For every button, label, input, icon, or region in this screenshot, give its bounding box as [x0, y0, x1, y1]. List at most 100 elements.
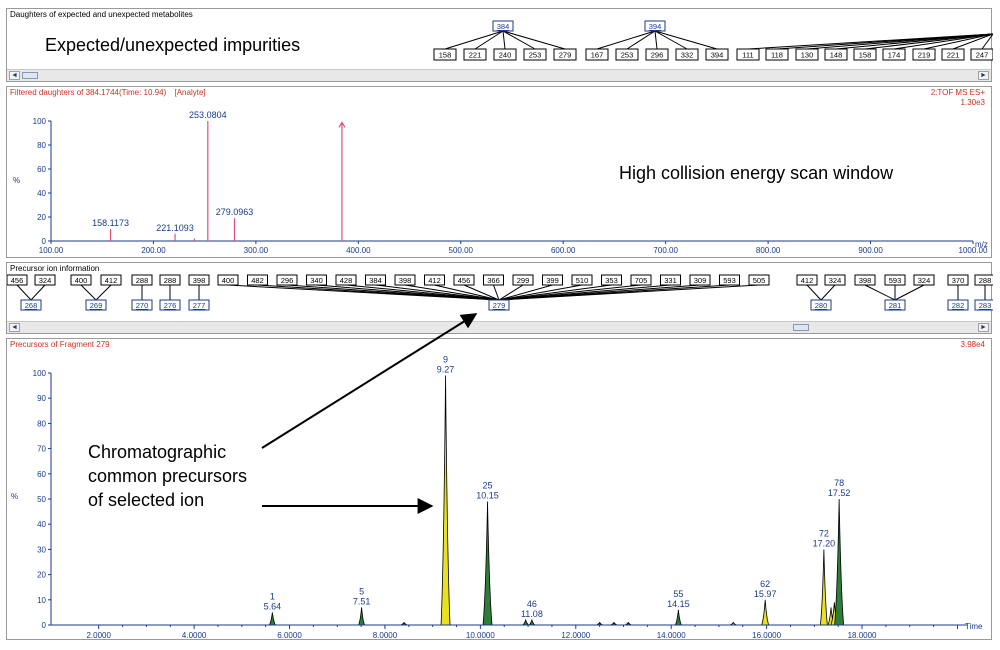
- precursor-ion[interactable]: 340: [310, 276, 323, 285]
- peak-time-label: 5.64: [264, 601, 282, 611]
- peak-time-label: 9.27: [437, 365, 455, 375]
- spectrum-intensity: 1.30e3: [960, 98, 985, 107]
- tree-link: [654, 30, 718, 50]
- precursor-ion[interactable]: 705: [635, 276, 648, 285]
- parent-ion-link[interactable]: 394: [649, 22, 662, 31]
- daughter-ion[interactable]: 118: [771, 51, 783, 60]
- precursor-ion[interactable]: 398: [859, 276, 872, 285]
- precursor-box: [7, 274, 28, 286]
- horizontal-scrollbar[interactable]: ◄ ►: [7, 69, 991, 81]
- precursor-ion[interactable]: 384: [369, 276, 382, 285]
- precursor-ion[interactable]: 456: [458, 276, 471, 285]
- fragment-link[interactable]: 283: [979, 301, 992, 310]
- precursor-ion[interactable]: 400: [75, 276, 88, 285]
- precursor-ion[interactable]: 456: [11, 276, 24, 285]
- precursor-ion[interactable]: 324: [39, 276, 52, 285]
- tree-link: [596, 30, 656, 50]
- daughter-ion[interactable]: 240: [499, 51, 512, 60]
- precursor-ion[interactable]: 510: [576, 276, 589, 285]
- precursor-box: [159, 274, 181, 286]
- fragment-link[interactable]: 279: [493, 301, 506, 310]
- daughter-box: [705, 48, 729, 61]
- precursor-ion[interactable]: 288: [164, 276, 177, 285]
- precursor-ion[interactable]: 505: [753, 276, 766, 285]
- fragment-link[interactable]: 281: [889, 301, 902, 310]
- precursor-ion[interactable]: 398: [193, 276, 206, 285]
- precursor-ion[interactable]: 412: [105, 276, 118, 285]
- daughter-box: [523, 48, 547, 61]
- precursor-ion[interactable]: 412: [428, 276, 441, 285]
- daughter-ion[interactable]: 394: [711, 51, 724, 60]
- precursor-ion[interactable]: 299: [517, 276, 530, 285]
- daughter-ion[interactable]: 167: [591, 51, 604, 60]
- daughter-ion[interactable]: 130: [801, 51, 814, 60]
- precursor-box: [335, 274, 357, 286]
- daughter-ion[interactable]: 174: [888, 51, 901, 60]
- precursor-ion[interactable]: 288: [136, 276, 149, 285]
- parent-marker-icon: [338, 121, 346, 128]
- chromatogram-peak: [521, 618, 530, 626]
- daughter-ion[interactable]: 247: [976, 51, 989, 60]
- daughter-ion[interactable]: 253: [621, 51, 634, 60]
- precursor-ion[interactable]: 370: [952, 276, 965, 285]
- precursor-box: [276, 274, 298, 286]
- precursor-scrollbar[interactable]: ◄ ►: [7, 321, 991, 333]
- daughter-ion[interactable]: 158: [439, 51, 452, 60]
- daughter-ion[interactable]: 279: [559, 51, 572, 60]
- daughter-ion[interactable]: 221: [469, 51, 482, 60]
- fragment-box: [159, 299, 181, 311]
- fragment-link[interactable]: 268: [25, 301, 38, 310]
- precursor-ion[interactable]: 398: [399, 276, 412, 285]
- daughter-ion[interactable]: 111: [742, 51, 753, 60]
- scroll-right-icon[interactable]: ►: [978, 71, 989, 80]
- precursor-ion[interactable]: 482: [251, 276, 264, 285]
- precursor-ion[interactable]: 296: [281, 276, 294, 285]
- tree-link: [16, 284, 32, 301]
- daughter-box: [463, 48, 487, 61]
- fragment-link[interactable]: 277: [193, 301, 206, 310]
- chromatogram-intensity: 3.98e4: [960, 340, 985, 349]
- tree-link: [502, 30, 566, 50]
- fragment-link[interactable]: 280: [815, 301, 828, 310]
- fragment-box: [85, 299, 107, 311]
- tree-link: [80, 284, 97, 301]
- daughter-ion[interactable]: 219: [918, 51, 931, 60]
- tree-link: [820, 284, 836, 301]
- precursor-ion[interactable]: 400: [222, 276, 235, 285]
- x-tick-label: 600.00: [551, 246, 576, 255]
- scroll-thumb[interactable]: [22, 72, 38, 79]
- precursor-ion[interactable]: 324: [829, 276, 842, 285]
- parent-ion-link[interactable]: 384: [497, 22, 510, 31]
- precursor-ion[interactable]: 366: [487, 276, 500, 285]
- precursor-ion[interactable]: 412: [801, 276, 814, 285]
- daughter-box: [912, 48, 936, 61]
- precursor-ion[interactable]: 428: [340, 276, 353, 285]
- fragment-link[interactable]: 269: [90, 301, 103, 310]
- fragment-link[interactable]: 270: [136, 301, 149, 310]
- scroll-right-icon[interactable]: ►: [978, 323, 989, 332]
- daughter-box: [553, 48, 577, 61]
- precursor-box: [217, 274, 239, 286]
- peak-scan-label: 72: [819, 528, 829, 538]
- chromatogram-peak: [761, 599, 770, 626]
- fragment-link[interactable]: 276: [164, 301, 177, 310]
- precursor-ion[interactable]: 331: [664, 276, 677, 285]
- precursor-ion[interactable]: 309: [694, 276, 707, 285]
- daughter-ion[interactable]: 221: [947, 51, 960, 60]
- precursor-ion[interactable]: 399: [546, 276, 559, 285]
- daughter-ion[interactable]: 158: [859, 51, 872, 60]
- scroll-left-icon[interactable]: ◄: [9, 323, 20, 332]
- precursor-ion[interactable]: 593: [889, 276, 902, 285]
- precursor-ion[interactable]: 593: [723, 276, 736, 285]
- daughter-ion[interactable]: 253: [529, 51, 542, 60]
- daughter-ion[interactable]: 296: [651, 51, 664, 60]
- precursor-ion[interactable]: 288: [979, 276, 992, 285]
- scroll-left-icon[interactable]: ◄: [9, 71, 20, 80]
- daughter-ion[interactable]: 332: [681, 51, 694, 60]
- scroll-thumb[interactable]: [793, 324, 809, 331]
- precursor-ion[interactable]: 324: [918, 276, 931, 285]
- metabolite-tree: 158 221 240 253 279 384 167 253 296 332 394 394 111 1…: [433, 20, 993, 61]
- daughter-ion[interactable]: 148: [830, 51, 843, 60]
- fragment-link[interactable]: 282: [952, 301, 965, 310]
- precursor-ion[interactable]: 353: [605, 276, 618, 285]
